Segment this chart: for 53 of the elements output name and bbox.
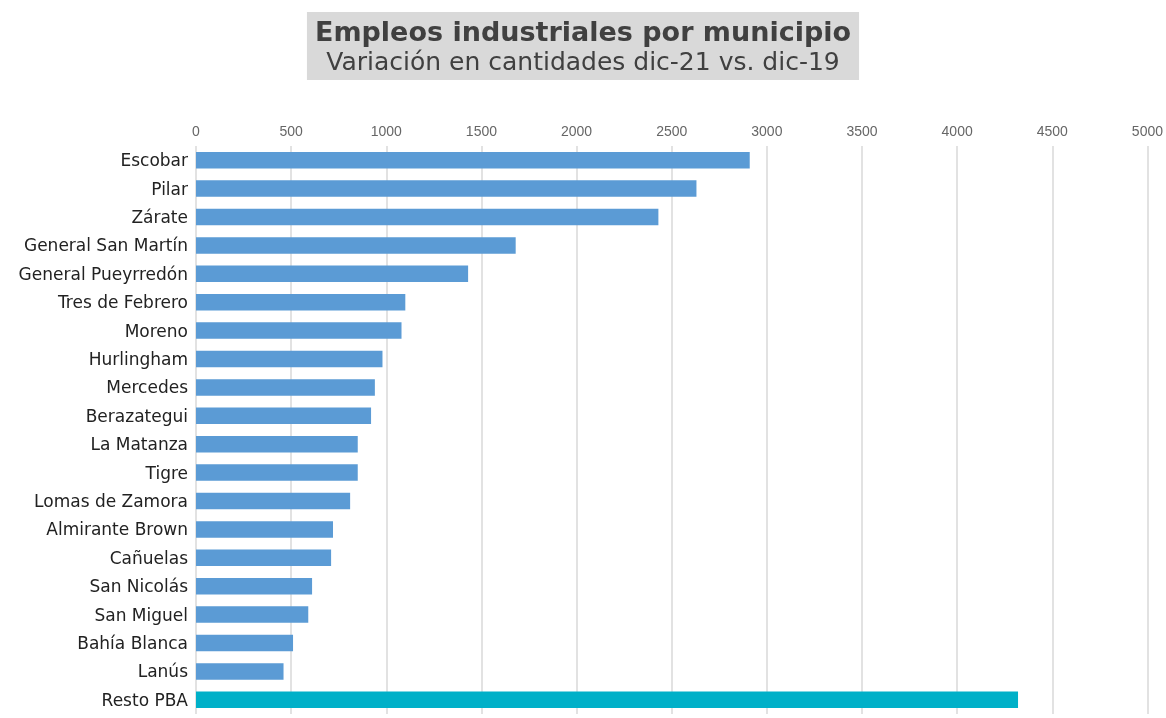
x-tick-label: 2500 <box>656 123 688 139</box>
x-tick-label: 1500 <box>465 123 498 139</box>
bar <box>196 435 358 453</box>
bar <box>196 521 334 538</box>
x-tick-label: 4500 <box>1036 123 1069 139</box>
bar <box>196 577 313 595</box>
y-tick-label: General San Martín <box>23 235 188 256</box>
bar <box>196 379 375 396</box>
bar <box>196 691 1019 709</box>
bar <box>196 549 332 567</box>
y-tick-label: Tres de Febrero <box>56 292 188 313</box>
bar <box>196 322 402 339</box>
y-tick-label: Lanús <box>137 661 189 682</box>
x-tick-label: 4000 <box>941 123 973 139</box>
y-tick-label: Hurlingham <box>88 349 188 369</box>
bar <box>196 237 516 254</box>
bar <box>196 492 351 510</box>
bar <box>196 464 358 481</box>
y-tick-label: Resto PBA <box>101 689 189 710</box>
y-tick-label: Pilar <box>151 178 189 199</box>
y-tick-label: San Miguel <box>94 604 188 625</box>
y-tick-label: La Matanza <box>90 434 188 455</box>
y-tick-label: Bahía Blanca <box>77 633 188 653</box>
bar <box>196 606 309 623</box>
chart-title: Empleos industriales por municipio <box>314 16 852 47</box>
bar <box>196 151 750 169</box>
x-tick-label: 3500 <box>846 123 878 139</box>
x-tick-label: 3000 <box>751 123 783 139</box>
chart-subtitle: Variación en cantidades dic-21 vs. dic-19 <box>326 47 840 76</box>
y-tick-label: Tigre <box>144 462 188 483</box>
bar <box>196 634 294 652</box>
bar <box>196 663 284 680</box>
x-tick-label: 2000 <box>560 123 593 139</box>
y-tick-label: Almirante Brown <box>46 519 188 540</box>
x-tick-label: 500 <box>279 123 304 139</box>
bar <box>196 265 469 283</box>
y-tick-label: Lomas de Zamora <box>34 491 188 511</box>
y-tick-label: Moreno <box>124 320 188 341</box>
bar <box>196 180 697 197</box>
bar <box>196 407 372 425</box>
y-tick-label: General Pueyrredón <box>18 263 188 284</box>
bar <box>196 293 406 311</box>
bar <box>196 208 659 226</box>
y-tick-label: San Nicolás <box>89 576 189 597</box>
bar <box>196 350 383 368</box>
y-tick-label: Berazategui <box>85 405 188 426</box>
x-tick-label: 0 <box>192 123 201 139</box>
y-tick-label: Cañuelas <box>109 547 189 568</box>
y-tick-label: Mercedes <box>106 377 189 398</box>
y-tick-label: Zárate <box>131 207 188 227</box>
x-tick-label: 1000 <box>370 123 403 139</box>
y-tick-label: Escobar <box>120 150 189 171</box>
x-tick-label: 5000 <box>1131 123 1164 139</box>
